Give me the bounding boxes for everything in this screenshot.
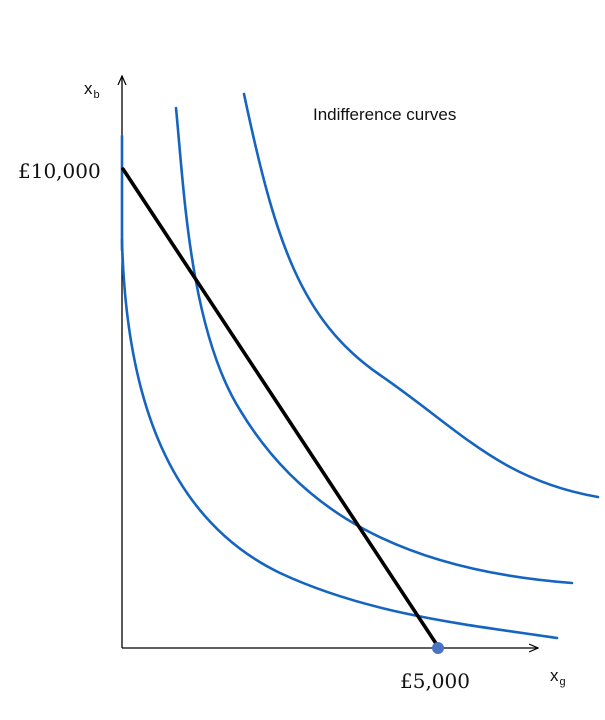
indifference-curves-title: Indifference curves <box>313 105 456 124</box>
x-axis-label: xg <box>550 666 566 688</box>
y-axis-label: xb <box>84 79 100 101</box>
x-intercept-label: £5,000 <box>400 669 470 693</box>
y-intercept-label: £10,000 <box>18 159 101 183</box>
indifference-curve-high <box>242 92 600 499</box>
y-axis-label-main: x <box>84 79 93 98</box>
indifference-curve-mid <box>174 106 574 585</box>
indifference-curve-low <box>120 238 559 640</box>
budget-line <box>121 167 439 647</box>
x-axis-label-sub: g <box>560 676 566 688</box>
x-axis-label-main: x <box>550 666 559 685</box>
y-axis-label-sub: b <box>94 89 100 101</box>
x-intercept-point <box>432 642 444 654</box>
